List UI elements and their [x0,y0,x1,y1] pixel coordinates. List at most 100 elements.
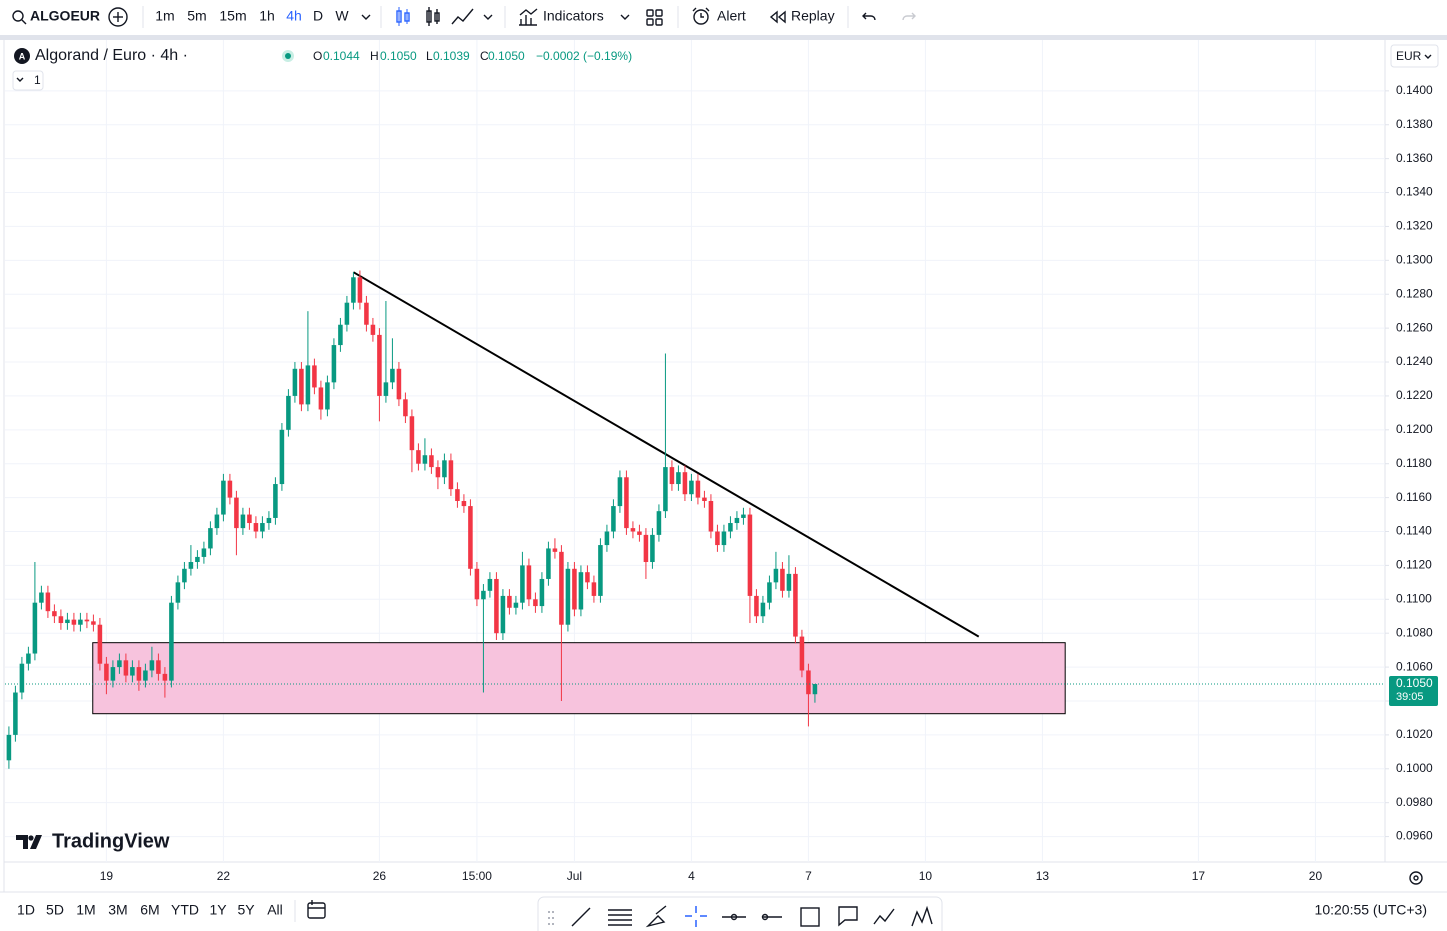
currency-button[interactable]: EUR [1390,44,1439,68]
x-tick-label: 10 [919,869,933,883]
candles-icon[interactable] [396,7,410,26]
candle-body [383,382,389,396]
callout-tool[interactable] [838,906,858,927]
candle-body [780,568,785,591]
interval[interactable]: 1m [155,8,174,24]
candle-body [292,368,298,396]
alert-button[interactable]: Alert [717,8,746,24]
candle-body [546,548,551,579]
range-button[interactable]: 1Y [209,902,227,918]
candle-body [689,480,694,495]
candle-body [136,667,142,681]
grid [5,40,1385,862]
candle-body [741,514,746,518]
candle-body [526,565,532,600]
replay-button[interactable]: Replay [791,8,835,24]
candle-body [409,416,415,451]
symbol[interactable]: ALGOEUR [30,8,100,24]
chevron[interactable] [483,14,493,20]
candle-body [234,497,239,529]
rectangle-tool[interactable] [800,907,820,927]
x-tick-label: 22 [217,869,231,883]
chevron[interactable] [361,14,371,20]
candles [5,270,1385,769]
candle-body [812,684,818,695]
candle-body [45,592,51,612]
range-button[interactable]: 5D [46,902,64,918]
interval[interactable]: W [335,8,349,24]
candle-body [13,692,18,735]
candle-body [162,673,168,681]
collapse-button[interactable]: 1 [12,70,44,91]
drawings [92,271,1066,715]
indicators-icon[interactable] [519,8,538,26]
legend-open: 0.1044 [323,49,360,63]
x-tick-label: 26 [373,869,387,883]
candle-body [500,595,506,634]
candle-body [468,506,473,569]
legend-low: 0.1039 [433,49,470,63]
crosshair-tool[interactable] [685,906,707,927]
brush-tool[interactable] [645,905,667,928]
pattern-tool[interactable] [911,905,933,927]
candle-body [266,517,272,524]
top-toolbar [0,0,1447,35]
svg-text:A: A [19,51,26,61]
candle-body [669,467,675,485]
y-tick-label: 0.1340 [1396,185,1433,199]
candle-body [487,578,493,591]
undo-button[interactable] [862,12,876,21]
interval[interactable]: 15m [219,8,246,24]
path-tool[interactable] [873,908,895,925]
interval[interactable]: 1h [259,8,275,24]
candle-body [110,667,116,681]
currency[interactable]: EUR [1396,49,1422,63]
support-zone [92,642,1066,715]
layouts-icon[interactable] [646,9,663,26]
candle-body [715,531,720,546]
range-button[interactable]: 1M [76,902,95,918]
candle-body [305,365,311,405]
fib-tool[interactable] [608,909,632,926]
goto-date-button[interactable] [307,900,326,919]
candle-body [702,497,707,501]
search-icon[interactable] [12,10,27,25]
indicators-button[interactable]: Indicators [543,8,604,24]
alert-icon[interactable] [692,7,710,25]
collapse-count[interactable]: 1 [34,73,41,87]
interval-active[interactable]: 4h [286,8,302,24]
settings-icon[interactable] [1409,871,1423,885]
candle-body [104,663,109,681]
range-button[interactable]: 6M [140,902,159,918]
candle-body [214,514,220,529]
range-button[interactable]: YTD [171,902,199,918]
candle-body [273,484,278,518]
x-tick-label: 4 [688,869,695,883]
candle-body [721,531,727,546]
chevron[interactable] [620,14,630,20]
redo-button[interactable] [902,12,916,21]
interval[interactable]: D [313,8,323,24]
range-button[interactable]: 3M [108,902,127,918]
interval[interactable]: 5m [187,8,206,24]
range-button[interactable]: 5Y [237,902,255,918]
compare-button[interactable] [108,7,128,27]
range-button[interactable]: All [267,902,283,918]
trendline-tool[interactable] [571,907,591,927]
bars-icon[interactable] [426,7,440,26]
y-tick-label: 0.1360 [1396,151,1433,165]
replay-icon[interactable] [769,10,786,24]
legend-change: −0.0002 (−0.19%) [536,49,632,63]
x-tick-label: 20 [1309,869,1323,883]
y-tick-label: 0.1020 [1396,727,1433,741]
candle-body [455,489,460,501]
line-icon[interactable] [451,8,474,25]
y-tick-label: 0.1080 [1396,625,1433,639]
candle-body [481,590,486,600]
candle-body [78,619,83,625]
candle-body [799,636,805,671]
candle-body [71,619,77,625]
candle-body [143,670,148,681]
candle-body [435,467,441,478]
range-button[interactable]: 1D [17,902,35,918]
